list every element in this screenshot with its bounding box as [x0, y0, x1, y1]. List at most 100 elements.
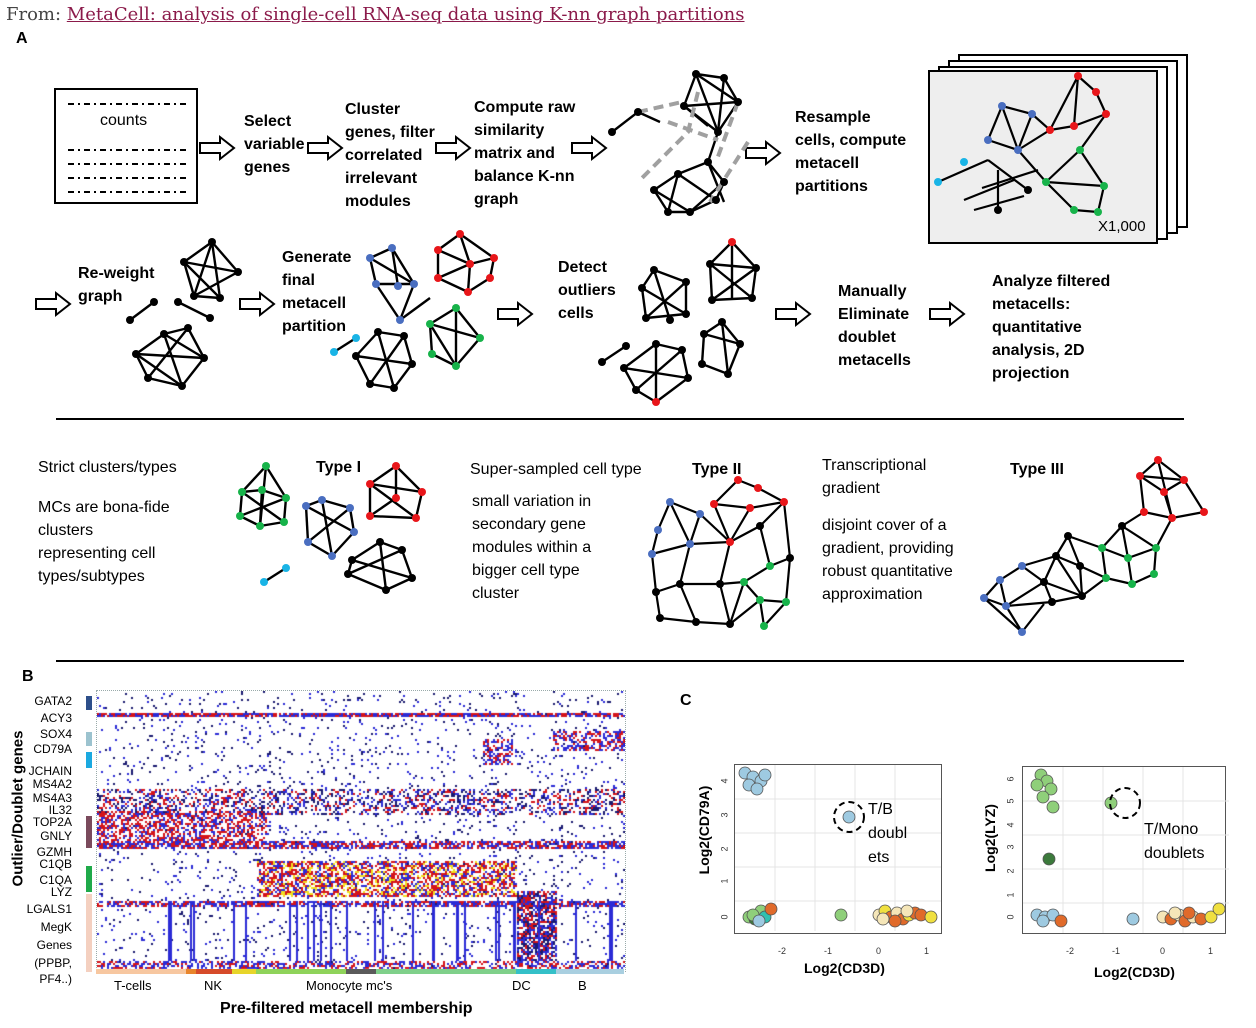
step-resample-label: Resample cells, compute metacell partiti…	[795, 109, 907, 195]
plot2-xtick: -1	[1112, 946, 1121, 956]
scatter-point	[750, 782, 764, 796]
heatmap-xlabel: Pre-filtered metacell membership	[220, 1000, 473, 1017]
step-manual-label: Manually Eliminate doublet metacells	[838, 283, 911, 369]
plot1-annotation: T/B doubl ets	[868, 801, 908, 866]
plot2-ytick: 4	[1005, 822, 1016, 828]
scatter-point	[752, 914, 766, 928]
knn-graph	[608, 70, 750, 216]
arrow-3	[435, 136, 471, 160]
reweight-graph	[126, 238, 242, 390]
scatter-2-points	[1023, 767, 1229, 933]
source-title-link[interactable]: MetaCell: analysis of single-cell RNA-se…	[66, 4, 745, 25]
gene-label: Genes	[36, 938, 72, 952]
gene-label: PF4..)	[39, 972, 72, 986]
gene-label: IL32	[48, 803, 72, 817]
plot2-ytick: 3	[1005, 844, 1016, 850]
source-citation: From: MetaCell: analysis of single-cell …	[6, 4, 745, 25]
gene-label: LGALS1	[26, 902, 72, 916]
strict-desc: MCs are bona-fide clusters representing …	[38, 499, 170, 585]
step-compute-label: Compute raw similarity matrix and balanc…	[474, 99, 576, 208]
grad-title: Transcriptional gradient	[822, 457, 927, 497]
scatter-1-points	[735, 765, 941, 931]
group-label-monocyte: Monocyte mc's	[306, 978, 393, 993]
panel-a-letter: A	[16, 30, 28, 47]
resample-graph	[934, 72, 1110, 216]
scatter-point	[888, 914, 902, 928]
plot2-annotation: T/Mono doublets	[1144, 821, 1205, 862]
source-prefix: From:	[6, 4, 67, 25]
plot2-ylabel: Log2(LYZ)	[982, 804, 998, 872]
super-desc: small variation in secondary gene module…	[472, 493, 592, 602]
scatter-point	[924, 910, 938, 924]
counts-label: counts	[100, 112, 148, 129]
panel-c-letter: C	[680, 692, 692, 709]
type3-graph	[980, 456, 1208, 636]
arrow-6	[35, 292, 71, 316]
scatter-point	[1044, 782, 1058, 796]
divider-1	[56, 418, 1184, 420]
arrow-8	[497, 302, 533, 326]
resample-stack: X1,000	[928, 54, 1198, 244]
arrow-9	[775, 302, 811, 326]
panel-b-letter: B	[22, 668, 34, 685]
plot1-xtick: 1	[924, 946, 930, 956]
plot2-ytick: 2	[1005, 868, 1016, 874]
gene-label: TOP2A	[32, 815, 72, 829]
type3-label: Type III	[1010, 461, 1064, 478]
gene-label: CD79A	[33, 742, 72, 756]
gene-label: C1QB	[39, 857, 72, 871]
scatter-plot-2	[1022, 766, 1229, 934]
plot2-xtick: 0	[1160, 946, 1166, 956]
scatter-point	[1204, 910, 1218, 924]
plot2-ytick: 0	[1005, 914, 1016, 920]
doublet-highlight	[1109, 787, 1141, 819]
step-select-label: Select variable genes	[244, 113, 305, 176]
partition-graph	[330, 230, 498, 392]
step-reweight-label: Re-weight graph	[78, 265, 155, 305]
scatter-point	[1042, 852, 1056, 866]
gene-label: LYZ	[50, 885, 72, 899]
gene-label: C1QA	[39, 873, 72, 887]
gene-label: GZMH	[36, 845, 72, 859]
scatter-point	[1054, 914, 1068, 928]
plot2-xtick: 1	[1208, 946, 1214, 956]
scatter-plot-1	[734, 764, 942, 934]
plot2-xtick: -2	[1066, 946, 1075, 956]
group-label-tcells: T-cells	[114, 978, 152, 993]
membership-strip	[96, 969, 624, 974]
strict-title: Strict clusters/types	[38, 459, 177, 476]
plot1-xtick: -2	[778, 946, 787, 956]
super-title: Super-sampled cell type	[470, 461, 642, 478]
arrow-1	[199, 136, 235, 160]
outlier-graph	[598, 238, 760, 406]
plot1-ytick: 2	[719, 846, 730, 852]
heatmap-canvas	[96, 690, 626, 972]
doublet-highlight	[833, 801, 865, 833]
group-label-dc: DC	[512, 978, 531, 993]
gene-label: MS4A3	[32, 791, 72, 805]
plot2-ytick: 1	[1005, 892, 1016, 898]
step-analyze-label: Analyze filtered metacells: quantitative…	[992, 273, 1111, 382]
type2-graph	[648, 476, 794, 630]
group-label-nk: NK	[204, 978, 223, 993]
gene-label: MegK	[40, 920, 72, 934]
scatter-point	[1126, 912, 1140, 926]
gene-label: (PPBP,	[34, 956, 72, 970]
gene-label: SOX4	[39, 727, 72, 741]
plot1-ytick: 3	[719, 812, 730, 818]
plot1-xlabel: Log2(CD3D)	[804, 960, 885, 976]
scatter-point	[1036, 790, 1050, 804]
scatter-point	[1212, 902, 1226, 916]
scatter-point	[842, 810, 856, 824]
type2-label: Type II	[692, 461, 742, 478]
counts-dashes	[68, 103, 186, 193]
scatter-point	[834, 908, 848, 922]
x1000-label: X1,000	[1098, 218, 1146, 235]
scatter-point	[764, 902, 778, 916]
gene-label: JCHAIN	[28, 764, 72, 778]
divider-2	[56, 660, 1184, 662]
plot1-ytick: 4	[719, 778, 730, 784]
type1-label: Type I	[316, 459, 362, 476]
arrow-2	[307, 136, 343, 160]
type1-graph	[236, 462, 426, 594]
